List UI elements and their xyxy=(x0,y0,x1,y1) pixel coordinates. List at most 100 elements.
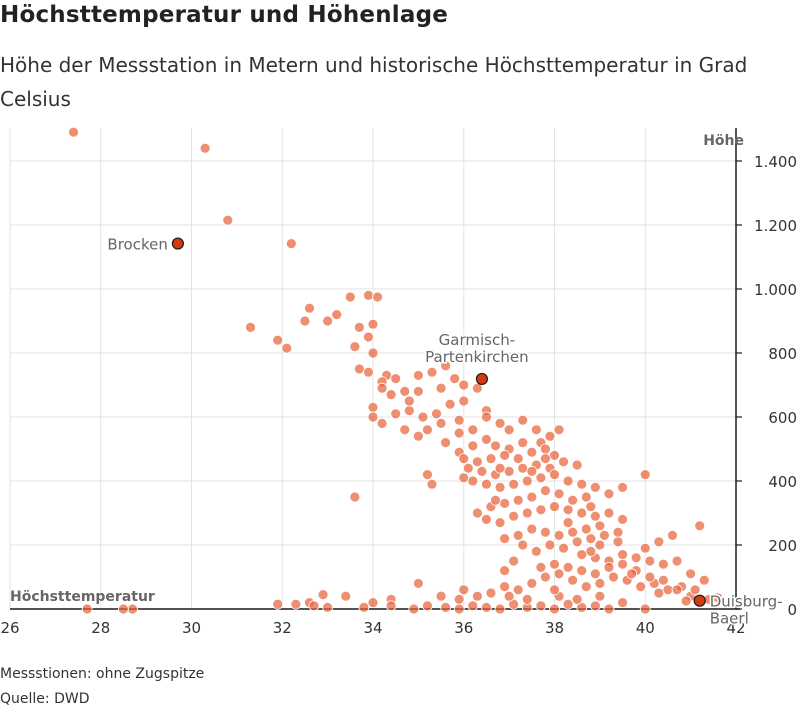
data-point xyxy=(653,536,665,548)
data-point xyxy=(458,379,470,391)
x-tick-label: 36 xyxy=(454,619,473,637)
data-point xyxy=(422,469,433,481)
data-point xyxy=(344,291,356,303)
data-point xyxy=(585,545,597,557)
data-point xyxy=(467,440,479,452)
data-point xyxy=(562,475,574,487)
data-point xyxy=(558,456,569,468)
data-point xyxy=(490,440,501,452)
data-point xyxy=(435,590,447,602)
data-point xyxy=(494,603,506,615)
data-point xyxy=(517,539,529,551)
data-point xyxy=(562,561,574,573)
data-point xyxy=(481,433,492,445)
data-point xyxy=(512,453,524,465)
chart-note: Messstionen: ohne Zugspitze xyxy=(0,666,205,682)
highlight-point xyxy=(693,594,706,607)
data-point xyxy=(317,589,329,601)
data-point xyxy=(540,453,551,465)
data-point xyxy=(476,465,488,477)
data-point xyxy=(458,453,470,465)
data-point xyxy=(363,366,374,378)
data-point xyxy=(353,321,365,333)
data-point xyxy=(435,417,447,429)
data-point xyxy=(612,526,624,538)
data-point xyxy=(526,465,538,477)
highlight-label: Duisburg-Baerl xyxy=(710,593,783,628)
highlight-label: Garmisch-Partenkirchen xyxy=(425,331,529,366)
data-point xyxy=(689,584,701,596)
data-point xyxy=(540,571,551,583)
data-point xyxy=(617,558,628,570)
data-point xyxy=(617,481,628,493)
data-point xyxy=(367,411,379,423)
data-point xyxy=(658,574,669,586)
data-point xyxy=(603,603,615,615)
data-point xyxy=(549,558,560,570)
data-point xyxy=(639,469,651,481)
data-point xyxy=(440,437,452,449)
data-point xyxy=(658,558,669,570)
data-point xyxy=(453,427,465,439)
data-point xyxy=(331,309,343,321)
data-point xyxy=(499,533,510,545)
data-point xyxy=(367,347,379,359)
y-tick-label: 1.400 xyxy=(754,153,797,171)
data-point xyxy=(521,593,533,605)
data-point xyxy=(639,542,651,554)
data-point xyxy=(503,465,515,477)
data-point xyxy=(340,590,352,602)
data-point xyxy=(499,497,510,509)
data-point xyxy=(589,600,601,612)
x-tick-label: 30 xyxy=(182,619,201,637)
data-point xyxy=(712,592,724,604)
x-tick-label: 26 xyxy=(0,619,19,637)
data-point xyxy=(530,424,542,436)
data-point xyxy=(512,529,524,541)
data-point xyxy=(503,424,515,436)
data-point xyxy=(580,491,592,503)
data-point xyxy=(526,446,538,458)
data-point xyxy=(363,289,374,301)
data-point xyxy=(444,398,456,410)
x-tick-label: 32 xyxy=(273,619,292,637)
data-point xyxy=(358,601,370,613)
data-point xyxy=(526,577,538,589)
data-point xyxy=(494,417,506,429)
data-point xyxy=(417,411,429,423)
data-point xyxy=(349,491,361,503)
data-point xyxy=(549,584,560,596)
data-point xyxy=(562,504,574,516)
data-point xyxy=(376,417,388,429)
x-tick-label: 28 xyxy=(91,619,110,637)
data-point xyxy=(526,523,538,535)
data-point xyxy=(471,382,483,394)
data-point xyxy=(517,462,529,474)
data-point xyxy=(535,504,547,516)
data-point xyxy=(521,475,533,487)
data-point xyxy=(589,510,601,522)
highlight-point xyxy=(171,237,184,250)
data-point xyxy=(603,488,615,500)
x-tick-label: 38 xyxy=(545,619,564,637)
data-point xyxy=(680,595,692,607)
data-point xyxy=(553,529,565,541)
data-point xyxy=(535,600,547,612)
data-point xyxy=(558,542,569,554)
x-tick-label: 42 xyxy=(726,619,745,637)
data-point xyxy=(571,536,583,548)
data-point xyxy=(290,598,302,610)
highlight-point xyxy=(475,372,488,386)
data-point xyxy=(281,342,293,354)
data-point xyxy=(662,584,674,596)
data-point xyxy=(467,600,479,612)
data-point xyxy=(585,501,597,513)
data-point xyxy=(426,366,438,378)
data-point xyxy=(322,601,334,613)
data-point xyxy=(517,414,529,426)
data-point xyxy=(376,382,388,394)
data-point xyxy=(508,478,520,490)
y-tick-label: 600 xyxy=(768,409,797,427)
data-point xyxy=(553,488,565,500)
data-point xyxy=(667,529,678,541)
